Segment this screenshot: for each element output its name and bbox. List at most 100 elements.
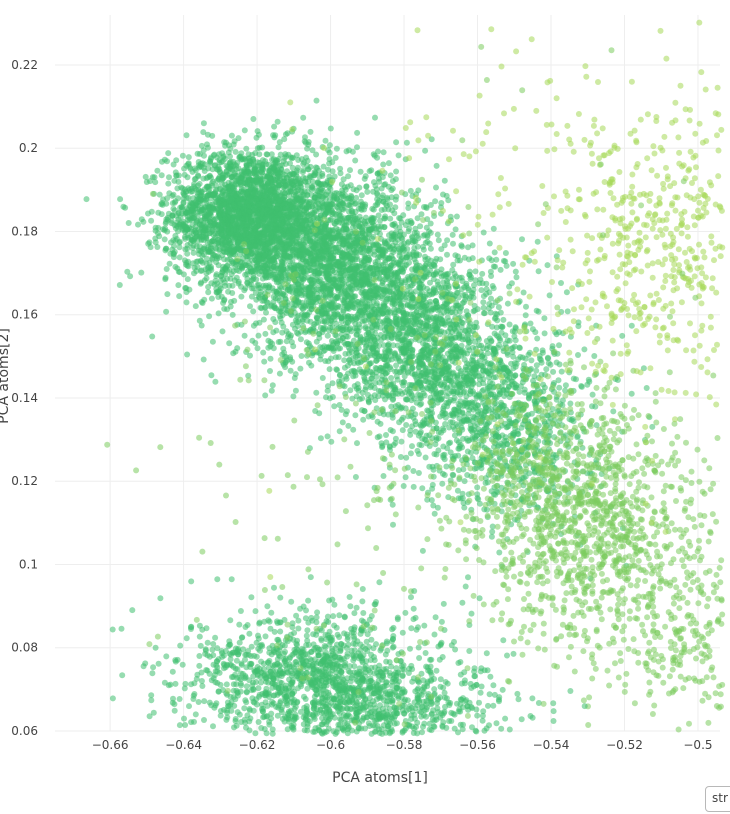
scatter-point [354,129,361,136]
scatter-point [200,120,207,127]
scatter-point [361,175,368,182]
scatter-point [237,234,244,241]
scatter-point [259,144,266,151]
scatter-point [232,148,239,155]
scatter-point [358,192,365,199]
scatter-point [259,275,266,282]
scatter-point [314,267,321,274]
scatter-point [250,116,257,122]
scatter-point [295,252,302,259]
scatter-point [218,231,225,238]
scatter-point [374,190,381,197]
scatter-point [307,239,314,246]
scatter-point [290,393,297,400]
scatter-point [198,188,205,195]
scatter-point [297,365,304,372]
scatter-point [170,250,177,257]
scatter-point [198,236,205,242]
scatter-point [275,278,282,285]
scatter-point [278,242,285,249]
scatter-point [163,308,170,315]
scatter-point [268,387,275,394]
scatter-point [354,245,361,252]
scatter-point [209,338,216,345]
scatter-point [238,293,245,300]
scatter-point [357,168,364,175]
scatter-point [215,310,222,317]
scatter-point [208,372,215,379]
scatter-point [176,254,183,261]
scatter-point [369,235,376,242]
scatter-point [284,130,291,137]
scatter-point [398,234,405,241]
scatter-point [309,291,316,298]
scatter-point [125,220,132,226]
scatter-point [208,295,215,302]
scatter-point [254,128,261,135]
scatter-point [278,319,285,326]
scatter-point [231,297,238,304]
scatter-point [308,276,315,283]
scatter-point [180,190,187,196]
scatter-point [176,293,183,300]
scatter-point [166,260,173,267]
scatter-point [171,207,178,214]
scatter-point [356,184,363,191]
scatter-point [287,367,294,374]
scatter-point [347,255,354,262]
scatter-point [265,344,272,351]
scatter-point [156,233,163,240]
scatter-point [336,249,343,256]
scatter-point [370,206,377,213]
scatter-point [346,147,352,154]
scatter-point [203,275,210,282]
scatter-point [261,358,268,365]
scatter-point [290,154,296,161]
scatter-point [282,160,289,167]
scatter-point [272,132,279,139]
scatter-point [320,252,327,259]
scatter-point [364,188,371,195]
scatter-point [122,204,129,211]
scatter-point [239,208,245,215]
scatter-point [491,249,498,256]
scatter-point [253,179,259,185]
scatter-point [142,173,149,180]
scatter-point [261,252,268,259]
scatter-point [204,141,210,148]
scatter-point [365,230,372,237]
scatter-point [274,167,281,173]
scatter-point [223,168,230,175]
scatter-point [295,284,302,291]
scatter-point [158,172,165,179]
scatter-point [212,215,219,222]
scatter-point [288,227,295,234]
scatter-point [163,266,170,272]
scatter-point [211,221,218,228]
scatter-point [426,240,433,247]
scatter-point [413,230,420,237]
scatter-point [350,426,357,433]
scatter-point [246,181,253,188]
scatter-point [166,174,172,181]
scatter-point [198,322,205,329]
scatter-point [312,408,319,414]
scatter-point [186,286,193,293]
scatter-point [184,351,191,358]
scatter-point [164,291,171,298]
scatter-point [441,177,448,184]
scatter-point [307,128,314,135]
scatter-point [313,338,320,345]
scatter-point [258,162,265,169]
scatter-point [372,114,378,121]
scatter-point [149,333,156,340]
scatter-point [290,170,297,177]
scatter-point [267,368,273,374]
scatter-point [255,254,262,261]
scatter-point [336,228,343,235]
scatter-point [389,207,396,214]
scatter-point [313,241,320,248]
scatter-point [276,139,283,146]
scatter-point [255,332,262,339]
